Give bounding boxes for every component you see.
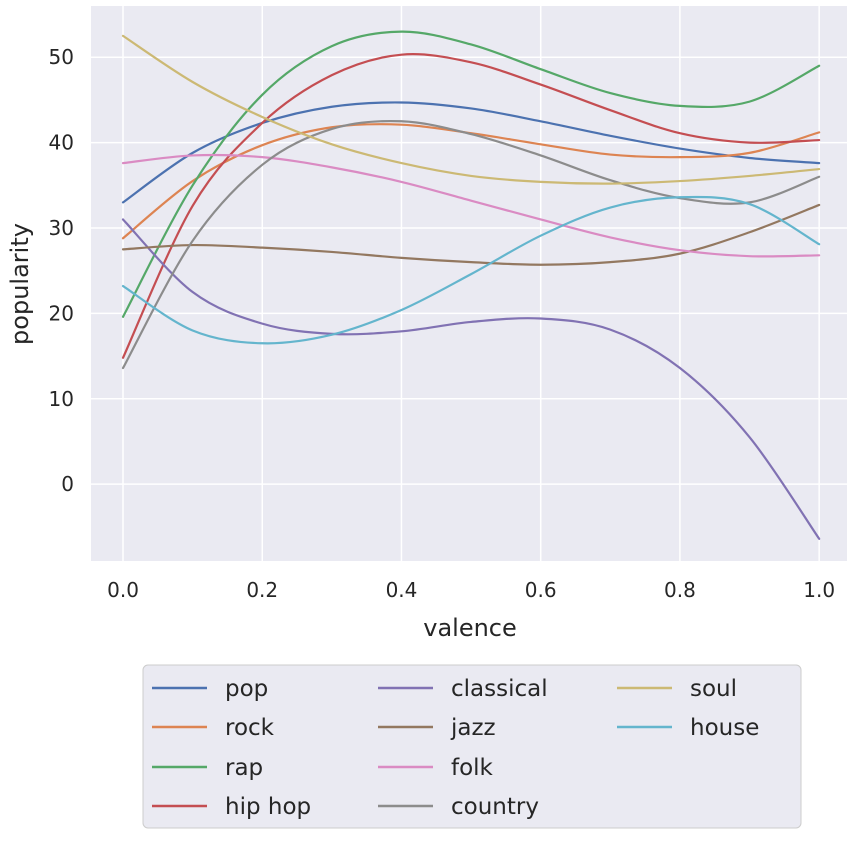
- legend-label: pop: [225, 676, 268, 702]
- series-line-soul: [121, 34, 821, 185]
- x-tick-label: 0.2: [246, 578, 278, 602]
- y-tick-label: 50: [49, 45, 74, 69]
- x-tick-label: 0.8: [664, 578, 696, 602]
- series-lines: [121, 30, 821, 540]
- series-line-country: [121, 119, 821, 370]
- y-tick-label: 10: [49, 387, 74, 411]
- x-tick-label: 0.4: [386, 578, 418, 602]
- series-line-rap: [121, 30, 821, 318]
- x-tick-label: 1.0: [803, 578, 835, 602]
- legend-label: rap: [225, 755, 263, 781]
- legend-label: rock: [225, 715, 275, 741]
- legend-label: country: [451, 794, 539, 820]
- legend-label: house: [690, 715, 759, 741]
- legend-label: hip hop: [225, 794, 311, 820]
- y-axis-label: popularity: [6, 223, 34, 345]
- y-axis-ticks: 0 10 20 30 40 50: [49, 45, 74, 496]
- legend-label: classical: [451, 676, 548, 702]
- series-line-jazz: [121, 203, 821, 266]
- x-tick-label: 0.6: [525, 578, 557, 602]
- grid-lines: [91, 6, 847, 561]
- series-line-classical: [121, 218, 821, 540]
- y-tick-label: 0: [61, 472, 74, 496]
- x-axis-label: valence: [423, 614, 517, 642]
- legend-label: folk: [451, 755, 494, 781]
- series-line-hip-hop: [121, 53, 821, 359]
- x-axis-ticks: 0.0 0.2 0.4 0.6 0.8 1.0: [107, 578, 835, 602]
- plot-area: [91, 6, 847, 561]
- legend-box: [142, 664, 802, 829]
- y-tick-label: 30: [49, 216, 74, 240]
- series-line-folk: [121, 153, 821, 258]
- y-tick-label: 20: [49, 301, 74, 325]
- legend-label: soul: [690, 676, 737, 702]
- series-line-pop: [121, 101, 821, 204]
- series-line-house: [121, 195, 821, 345]
- x-tick-label: 0.0: [107, 578, 139, 602]
- y-tick-label: 40: [49, 131, 74, 155]
- legend: pop rock rap hip hop classical jazz folk countr…: [142, 664, 802, 829]
- legend-label: jazz: [450, 715, 496, 741]
